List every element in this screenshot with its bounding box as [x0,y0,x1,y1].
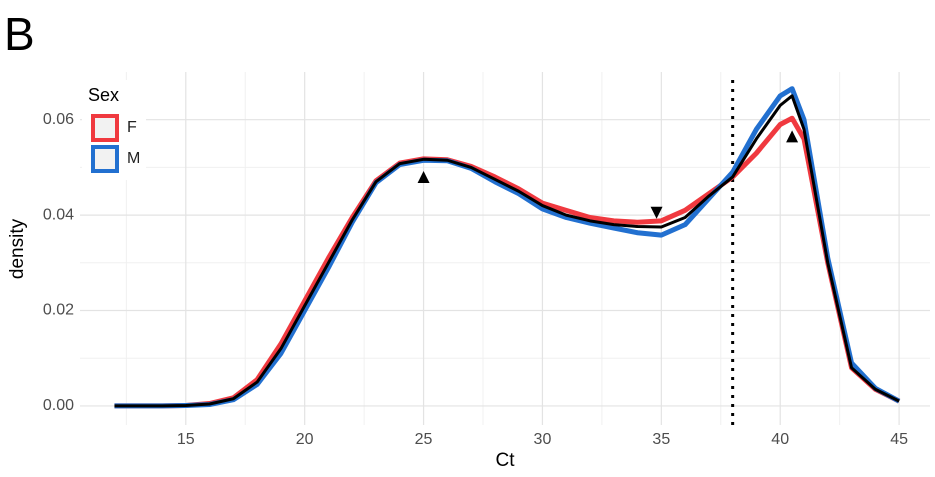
x-tick-label: 40 [771,431,789,448]
density-line [114,86,901,409]
legend-key [91,145,119,173]
legend-title: Sex [88,85,119,105]
y-tick-label: 0.02 [43,302,74,319]
y-tick-label: 0.04 [43,206,74,223]
x-tick-label: 20 [296,431,314,448]
triangle-marker [417,170,430,183]
density-line [114,94,900,408]
x-tick-label: 35 [652,431,670,448]
x-axis-label: Ct [496,450,516,471]
y-axis-label: density [7,218,28,279]
y-tick-label: 0.06 [43,111,74,128]
legend-label: M [127,150,140,167]
density-line [114,115,901,409]
legend-key [91,114,119,142]
x-tick-label: 45 [890,431,908,448]
x-tick-label: 15 [177,431,195,448]
y-tick-label: 0.00 [43,397,74,414]
x-tick-label: 25 [415,431,433,448]
triangle-marker [650,206,663,219]
triangle-marker [786,130,799,143]
panel-label: B [4,8,35,60]
x-tick-label: 30 [534,431,552,448]
legend-label: F [127,119,137,136]
